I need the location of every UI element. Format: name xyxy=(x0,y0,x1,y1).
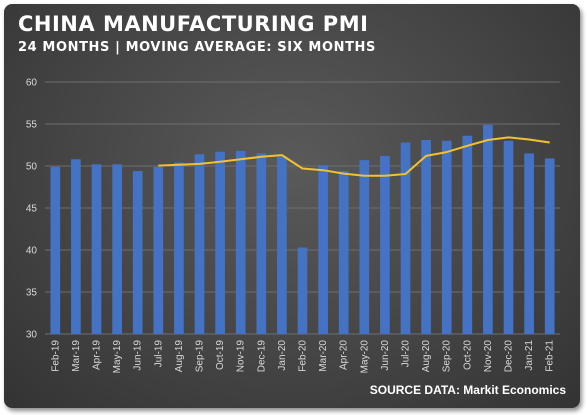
x-tick-label: Sep-19 xyxy=(195,340,206,373)
x-tick-label: Dec-20 xyxy=(504,340,515,373)
bar xyxy=(297,247,308,334)
bar xyxy=(441,140,452,334)
x-tick-label: Nov-19 xyxy=(236,340,247,373)
x-tick-label: Jul-19 xyxy=(153,340,164,368)
x-tick-label: Apr-20 xyxy=(339,340,350,370)
x-tick-label: Jul-20 xyxy=(401,340,412,368)
bar xyxy=(338,171,349,334)
bar xyxy=(380,155,390,334)
x-tick-label: Jun-19 xyxy=(133,340,144,371)
bar xyxy=(462,135,473,334)
source-note: SOURCE DATA: Markit Economics xyxy=(369,383,566,397)
x-tick-label: May-20 xyxy=(359,340,370,374)
bar xyxy=(544,158,555,334)
bar xyxy=(112,164,122,334)
bar xyxy=(256,153,267,334)
moving-average-series xyxy=(158,136,550,177)
x-tick-label: Feb-19 xyxy=(50,340,61,372)
bar-series xyxy=(50,124,555,334)
bar xyxy=(71,159,81,334)
bar xyxy=(400,142,411,334)
bar xyxy=(359,160,370,334)
bar xyxy=(421,139,431,334)
x-tick-label: Apr-19 xyxy=(92,340,103,370)
pmi-chart: 30 35 40 45 50 55 60 Feb-19 Mar-19 Apr-19 May-19 J… xyxy=(26,78,560,374)
y-tick-label: 35 xyxy=(26,288,38,299)
bar xyxy=(483,124,493,334)
x-tick-label: Jan-21 xyxy=(524,340,535,371)
y-tick-label: 40 xyxy=(26,246,38,257)
x-tick-label: Feb-21 xyxy=(545,340,556,372)
bar xyxy=(174,162,184,334)
x-tick-label: Oct-20 xyxy=(462,340,473,370)
bar xyxy=(524,153,534,334)
y-axis-ticks: 30 35 40 45 50 55 60 xyxy=(26,78,38,341)
y-tick-label: 60 xyxy=(26,78,38,89)
x-tick-label: Mar-19 xyxy=(71,340,82,372)
bar xyxy=(277,156,287,334)
y-tick-label: 55 xyxy=(26,120,38,131)
x-tick-label: Dec-19 xyxy=(256,340,267,373)
bar xyxy=(235,150,246,334)
x-tick-label: May-19 xyxy=(112,340,123,374)
y-tick-label: 45 xyxy=(26,204,38,215)
x-tick-label: Aug-20 xyxy=(421,340,432,373)
x-tick-label: Feb-20 xyxy=(298,340,309,372)
chart-frame: CHINA MANUFACTURING PMI 24 MONTHS | MOVI… xyxy=(4,4,580,408)
bar xyxy=(318,165,328,334)
bar xyxy=(194,154,205,334)
x-tick-label: Aug-19 xyxy=(174,340,185,373)
bar xyxy=(50,166,61,334)
bar xyxy=(91,164,102,334)
x-tick-label: Sep-20 xyxy=(442,340,453,373)
moving-average-line xyxy=(158,136,550,177)
x-tick-label: Jun-20 xyxy=(380,340,391,371)
bar xyxy=(153,166,164,334)
chart-title: CHINA MANUFACTURING PMI xyxy=(18,12,369,36)
x-tick-label: Jan-20 xyxy=(277,340,288,371)
bar xyxy=(132,171,143,334)
x-tick-label: Mar-20 xyxy=(318,340,329,372)
bar xyxy=(503,140,514,334)
y-tick-label: 30 xyxy=(26,330,38,341)
bar xyxy=(215,151,225,334)
y-tick-label: 50 xyxy=(26,162,38,173)
x-tick-label: Nov-20 xyxy=(483,340,494,373)
chart-subtitle: 24 MONTHS | MOVING AVERAGE: SIX MONTHS xyxy=(18,40,377,55)
x-tick-label: Oct-19 xyxy=(215,340,226,370)
x-axis-ticks: Feb-19 Mar-19 Apr-19 May-19 Jun-19 Jul-19 Aug-… xyxy=(50,340,555,374)
